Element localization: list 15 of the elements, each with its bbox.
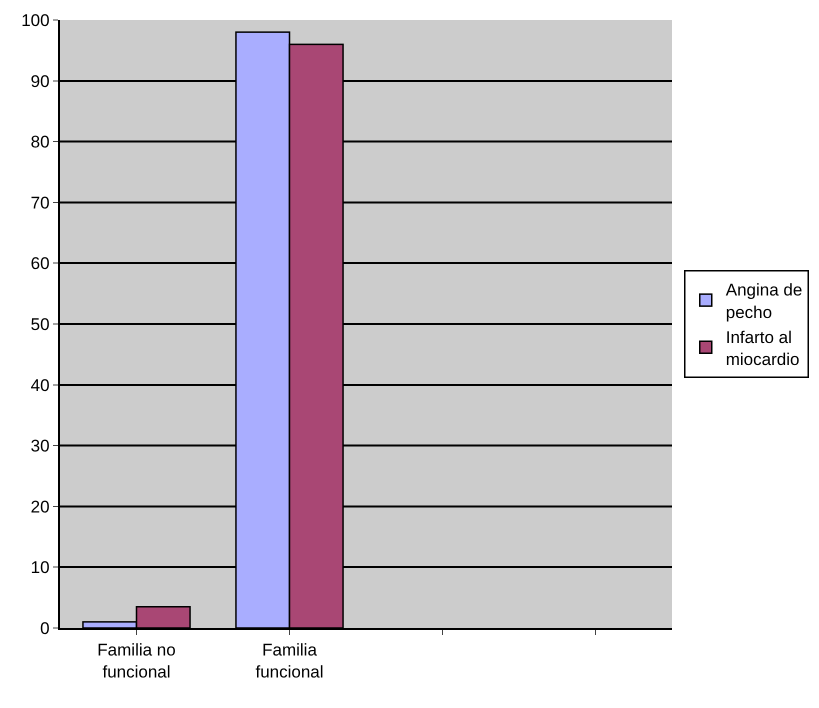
y-tick-label: 60 <box>30 254 50 274</box>
legend-label: Angina de pecho <box>726 280 802 322</box>
y-tick-label: 10 <box>30 558 50 578</box>
y-tick-label: 70 <box>30 193 50 212</box>
y-tick-label: 80 <box>30 132 50 152</box>
y-tick-label: 90 <box>30 72 50 91</box>
legend-label: Infarto al miocardio <box>726 328 800 369</box>
y-tick-label: 100 <box>21 10 50 30</box>
y-tick-label: 0 <box>40 618 50 638</box>
y-tick-label: 20 <box>30 497 50 516</box>
y-tick-label: 40 <box>30 376 50 395</box>
y-tick-label: 30 <box>30 436 50 456</box>
y-tick-label: 50 <box>30 314 50 334</box>
x-tick-label: Familia funcional <box>255 640 324 682</box>
x-tick-label: Familia no funcional <box>97 640 176 682</box>
